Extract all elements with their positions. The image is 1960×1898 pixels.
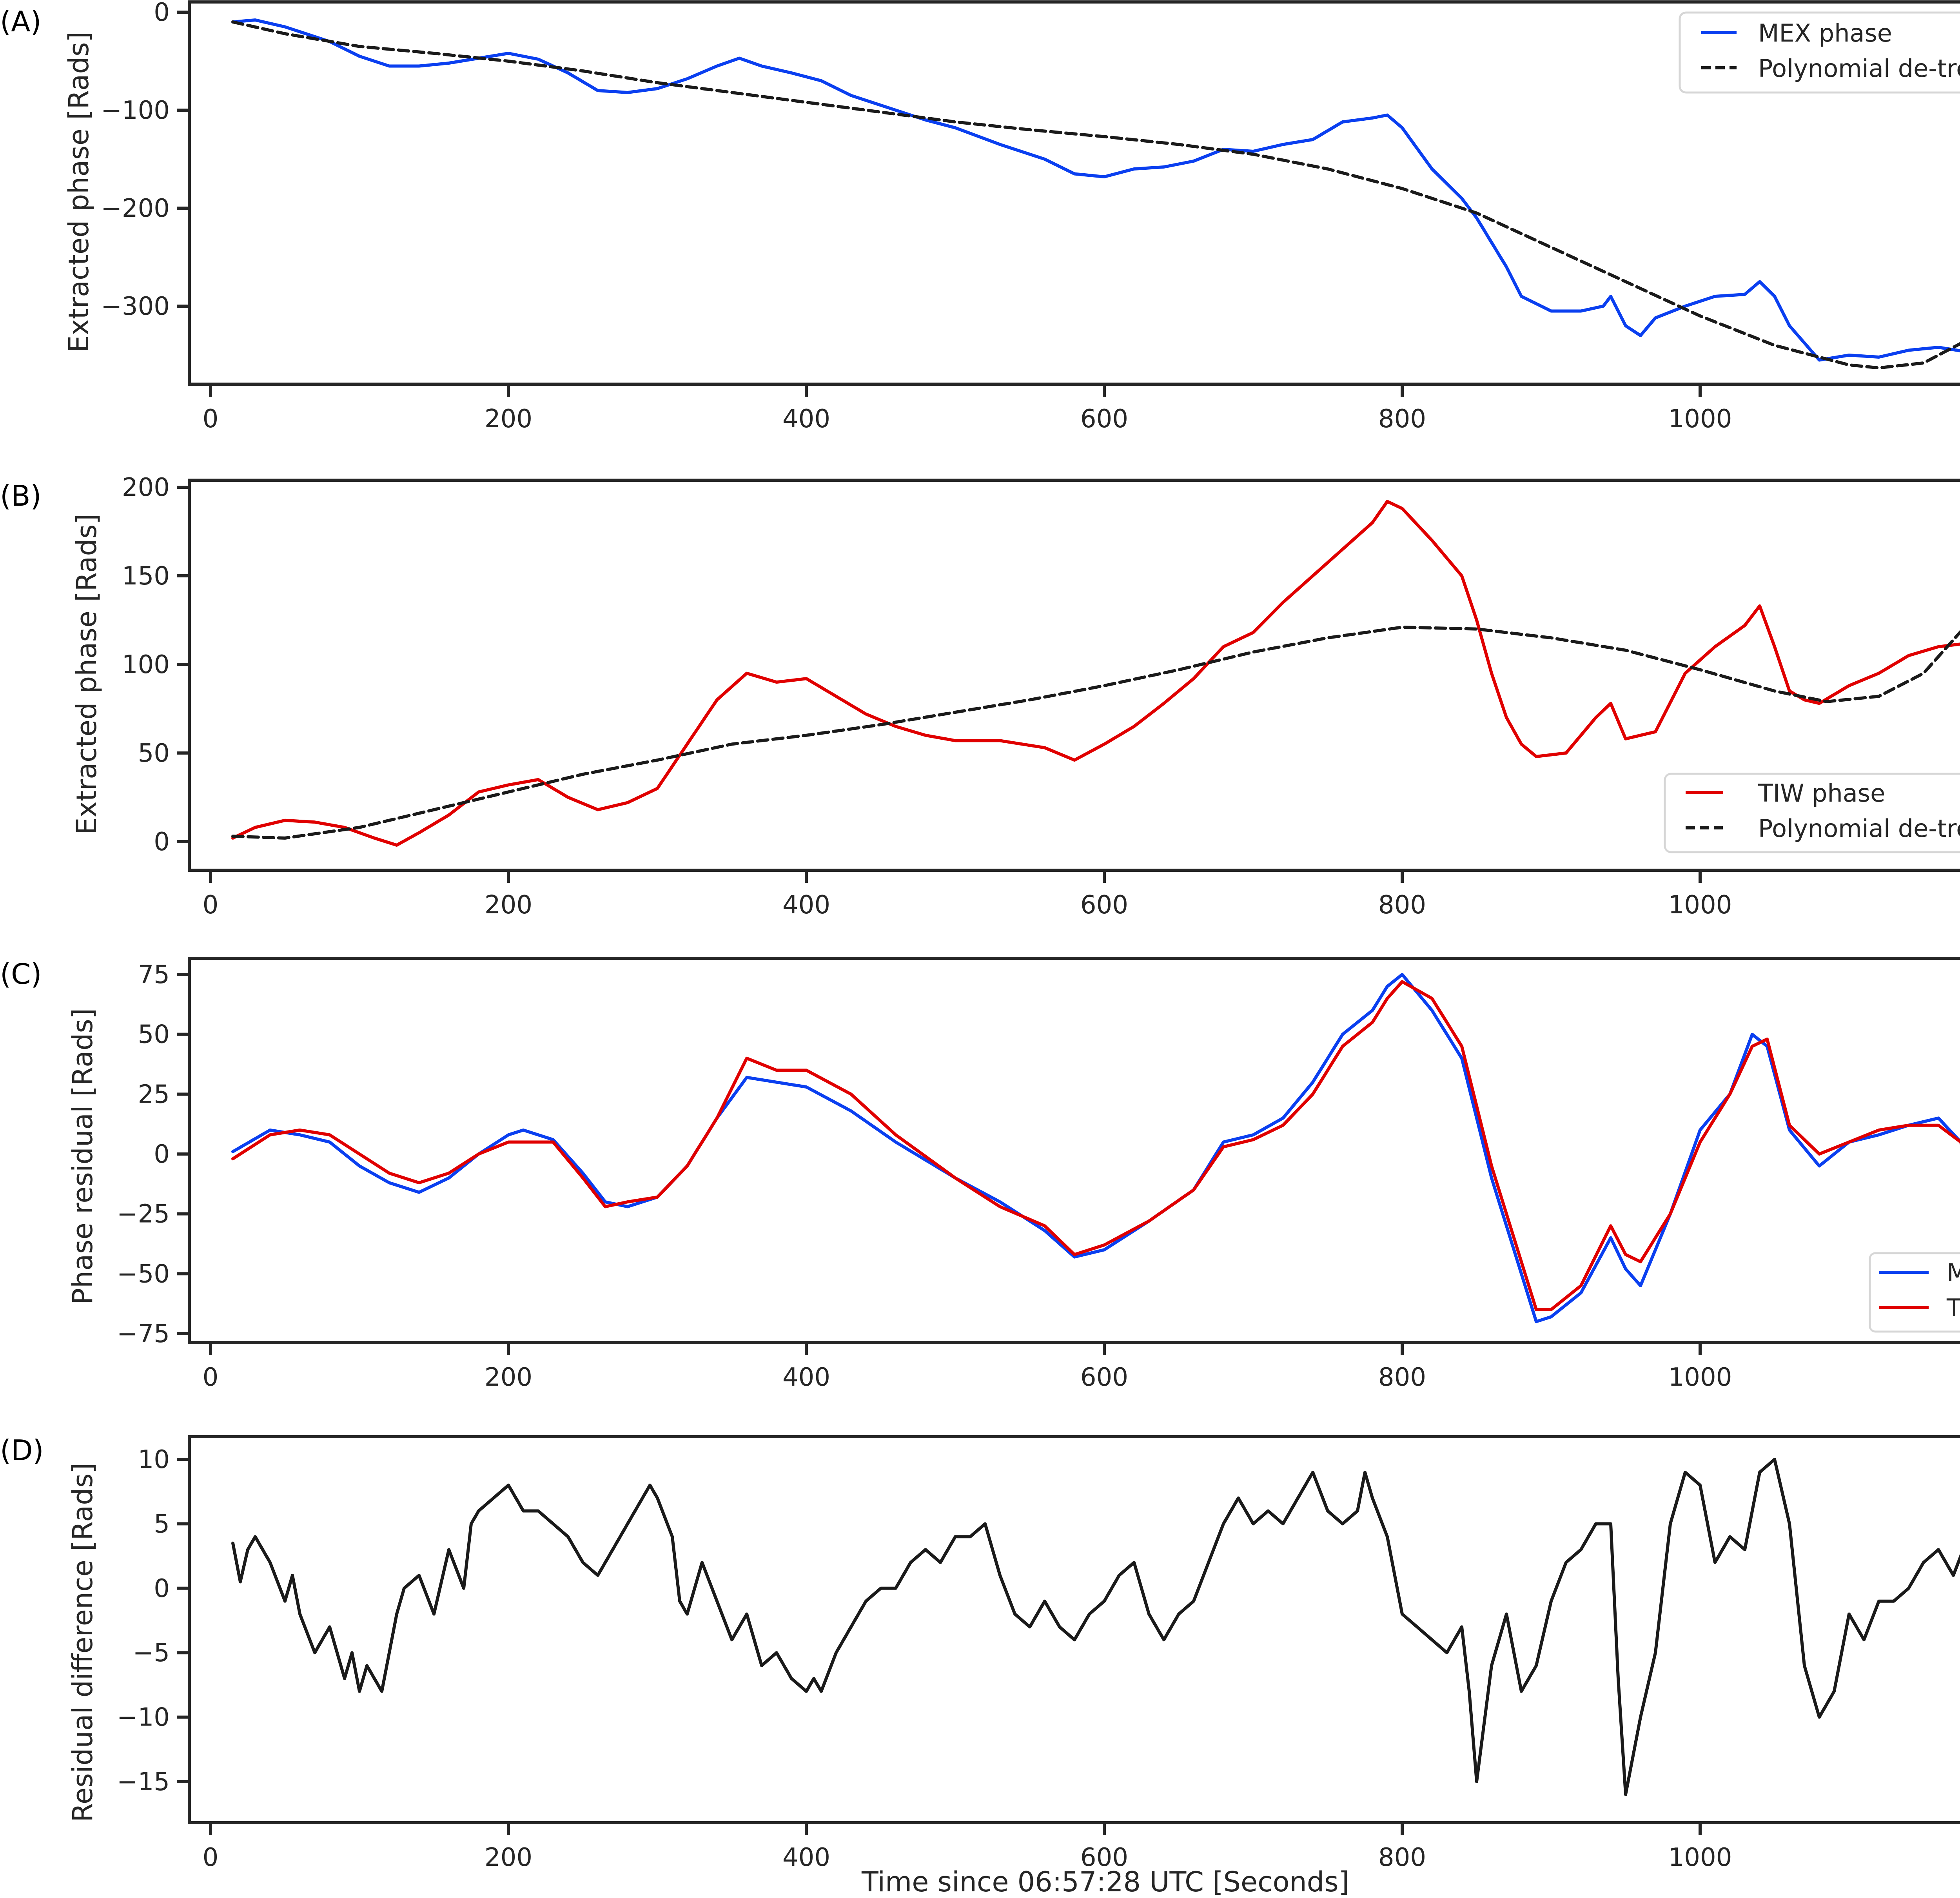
x-tick-label: 200 xyxy=(485,891,532,920)
polynomial-de-trend-line xyxy=(231,626,1960,840)
x-tick-label: 0 xyxy=(203,405,219,434)
panel-d-ticks: 0200400600800100012001050−5−10−15 xyxy=(117,1445,1732,1872)
x-tick-label: 0 xyxy=(203,1363,219,1392)
y-tick-label: 0 xyxy=(154,1574,170,1603)
panel-b-tag: (B) xyxy=(0,479,42,512)
y-tick-label: −25 xyxy=(117,1200,170,1229)
panel-c-ylabel: Phase residual [Rads] xyxy=(67,1008,99,1305)
x-tick-label: 400 xyxy=(782,1843,830,1872)
panel-c-frame xyxy=(188,957,1960,1344)
x-tick-label: 200 xyxy=(485,1843,532,1872)
panel-d-plot-area xyxy=(231,1458,1960,1796)
x-tick-label: 400 xyxy=(782,891,830,920)
residual-difference-line xyxy=(231,1458,1960,1796)
y-tick-label: −10 xyxy=(117,1703,170,1732)
y-tick-label: −5 xyxy=(133,1639,170,1668)
x-tick-label: 600 xyxy=(1080,891,1128,920)
y-tick-label: −300 xyxy=(101,292,170,321)
x-tick-label: 200 xyxy=(485,1363,532,1392)
x-axis-label: Time since 06:57:28 UTC [Seconds] xyxy=(861,1866,1349,1898)
y-tick-label: 25 xyxy=(138,1080,170,1109)
x-tick-label: 800 xyxy=(1378,891,1426,920)
x-tick-label: 1000 xyxy=(1668,1843,1732,1872)
y-tick-label: −100 xyxy=(101,96,170,125)
panel-a-ticks: 0200400600800100012000−100−200−300 xyxy=(101,0,1732,434)
y-tick-label: 0 xyxy=(154,0,170,27)
legend-polynomial-detrend: Polynomial de-trend xyxy=(1758,54,1960,83)
panel-c-tag: (C) xyxy=(0,958,42,991)
x-tick-label: 0 xyxy=(203,891,219,920)
x-tick-label: 1000 xyxy=(1668,405,1732,434)
x-tick-label: 1000 xyxy=(1668,1363,1732,1392)
panel-c-ticks: 0200400600800100012007550250−25−50−75 xyxy=(117,960,1732,1392)
y-tick-label: −200 xyxy=(101,194,170,223)
panel-b-frame xyxy=(188,479,1960,872)
y-tick-label: 100 xyxy=(122,650,170,679)
panel-d-frame xyxy=(188,1435,1960,1824)
y-tick-label: −15 xyxy=(117,1767,170,1796)
panel-c: (C) Phase residual [Rads] 0 200 400 600 800 1… xyxy=(0,957,1960,1392)
legend-tiw-phase: TIW phase xyxy=(1758,779,1885,807)
x-tick-label: 600 xyxy=(1080,1363,1128,1392)
y-tick-label: 50 xyxy=(138,739,170,768)
x-tick-label: 400 xyxy=(782,1363,830,1392)
y-tick-label: 0 xyxy=(154,827,170,856)
legend-mex-phase: MEX phase xyxy=(1758,19,1892,47)
legend-mex: MEX xyxy=(1947,1258,1960,1287)
panel-c-legend: MEX TIW xyxy=(1869,1252,1960,1333)
x-tick-label: 800 xyxy=(1378,1843,1426,1872)
polynomial-de-trend-line xyxy=(231,20,1960,370)
y-tick-label: 0 xyxy=(154,1140,170,1169)
x-tick-label: 800 xyxy=(1378,405,1426,434)
panel-a-tag: (A) xyxy=(0,5,41,38)
panel-b-plot-area xyxy=(231,500,1960,847)
x-tick-label: 1000 xyxy=(1668,891,1732,920)
panel-a-frame xyxy=(188,0,1960,386)
panel-d-ylabel: Residual difference [Rads] xyxy=(67,1463,99,1822)
panel-a-legend-box xyxy=(1679,11,1960,94)
panel-d-tag: (D) xyxy=(0,1434,44,1467)
y-tick-label: 10 xyxy=(138,1445,170,1474)
x-tick-label: 0 xyxy=(203,1843,219,1872)
legend-polynomial-detrend: Polynomial de-trend xyxy=(1758,814,1960,843)
panel-c-plot-area xyxy=(231,973,1960,1323)
panel-a-legend: MEX phase Polynomial de-trend xyxy=(1679,11,1960,94)
panel-b: (B) Extracted phase [Rads] 0 200 400 600 800… xyxy=(0,473,1960,920)
panel-d: (D) Residual difference [Rads] 0 200 400 60… xyxy=(0,1434,1960,1872)
panel-a: (A) Extracted phase [Rads] 0 200 400 600 800… xyxy=(0,0,1960,434)
panel-b-ylabel: Extracted phase [Rads] xyxy=(71,514,103,835)
y-tick-label: 50 xyxy=(138,1020,170,1049)
x-tick-label: 600 xyxy=(1080,1843,1128,1872)
x-tick-label: 400 xyxy=(782,405,830,434)
x-tick-label: 200 xyxy=(485,405,532,434)
panel-b-legend: TIW phase Polynomial de-trend xyxy=(1664,773,1960,853)
panel-a-plot-area xyxy=(231,18,1960,370)
y-tick-label: 200 xyxy=(122,473,170,502)
panel-a-ylabel: Extracted phase [Rads] xyxy=(63,31,95,352)
y-tick-label: −50 xyxy=(117,1259,170,1288)
y-tick-label: −75 xyxy=(117,1319,170,1348)
y-tick-label: 150 xyxy=(122,562,170,591)
x-tick-label: 800 xyxy=(1378,1363,1426,1392)
panel-b-ticks: 020040060080010001200050100150200 xyxy=(122,473,1732,920)
y-tick-label: 5 xyxy=(154,1510,170,1539)
tiw-line xyxy=(231,980,1960,1311)
x-tick-label: 600 xyxy=(1080,405,1128,434)
panel-b-legend-box xyxy=(1664,773,1960,853)
y-tick-label: 75 xyxy=(138,960,170,989)
legend-tiw: TIW xyxy=(1946,1294,1960,1322)
